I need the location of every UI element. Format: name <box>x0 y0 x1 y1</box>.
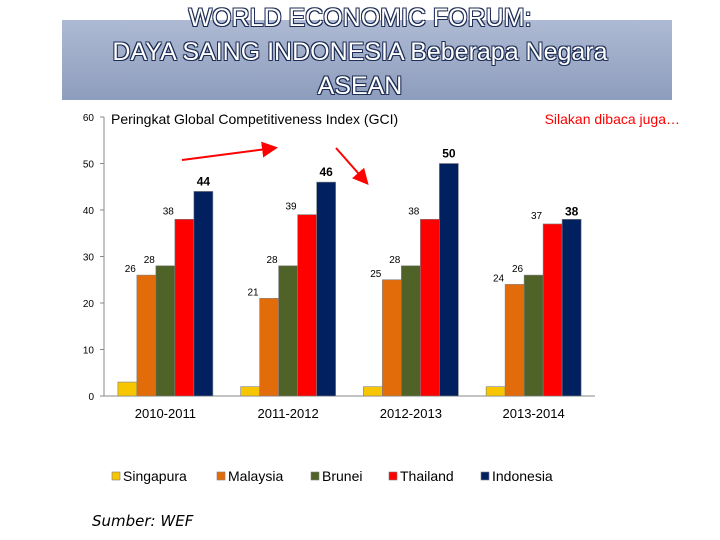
value-label-thailand: 39 <box>286 202 298 213</box>
legend-label-brunei: Brunei <box>322 468 362 484</box>
legend-swatch-brunei <box>310 471 320 481</box>
value-label-malaysia: 26 <box>125 264 137 275</box>
value-label-indonesia: 46 <box>319 165 333 179</box>
bar-indonesia-2010-2011 <box>193 191 214 397</box>
bar-malaysia-2013-2014 <box>504 284 525 397</box>
value-label-brunei: 28 <box>267 255 279 266</box>
legend-swatch-indonesia <box>480 471 490 481</box>
title-line-1: WORLD ECONOMIC FORUM: <box>188 4 532 32</box>
y-tick-label: 60 <box>83 113 95 124</box>
bar-brunei-2010-2011 <box>155 265 176 397</box>
value-label-thailand: 38 <box>408 206 420 217</box>
trend-arrow-2 <box>335 147 369 185</box>
value-label-malaysia: 21 <box>248 287 260 298</box>
bar-singapura-2013-2014 <box>485 386 506 397</box>
value-label-malaysia: 24 <box>493 273 505 284</box>
y-tick-label: 10 <box>83 346 95 357</box>
legend-label-indonesia: Indonesia <box>492 468 553 484</box>
x-tick-label: 2011-2012 <box>258 406 319 421</box>
x-tick-label: 2013-2014 <box>503 406 565 421</box>
bar-malaysia-2012-2013 <box>382 279 402 397</box>
title-banner <box>62 20 672 100</box>
bar-thailand-2011-2012 <box>297 214 317 397</box>
bar-thailand-2010-2011 <box>174 219 195 397</box>
value-label-malaysia: 25 <box>370 269 382 280</box>
legend-label-singapura: Singapura <box>123 468 187 484</box>
value-label-brunei: 26 <box>512 264 524 275</box>
title-line-3: ASEAN <box>317 72 403 100</box>
bar-malaysia-2010-2011 <box>136 274 157 397</box>
y-tick-label: 20 <box>83 299 95 310</box>
bar-indonesia-2013-2014 <box>561 219 582 397</box>
value-label-brunei: 28 <box>144 255 156 266</box>
bar-indonesia-2011-2012 <box>316 181 336 397</box>
value-label-indonesia: 38 <box>565 204 579 218</box>
bar-singapura-2011-2012 <box>240 386 260 397</box>
y-tick-label: 30 <box>83 253 95 264</box>
trend-arrow-1 <box>181 141 278 161</box>
y-tick-label: 50 <box>83 160 95 171</box>
legend-label-thailand: Thailand <box>400 468 454 484</box>
bar-singapura-2010-2011 <box>117 381 138 397</box>
bar-brunei-2011-2012 <box>278 265 298 397</box>
legend-label-malaysia: Malaysia <box>228 468 283 484</box>
chart-subtitle: Peringkat Global Competitiveness Index (… <box>111 111 398 127</box>
bar-thailand-2012-2013 <box>420 219 440 397</box>
value-label-brunei: 28 <box>389 255 401 266</box>
legend-swatch-malaysia <box>216 471 226 481</box>
legend-swatch-singapura <box>111 471 121 481</box>
legend-swatch-thailand <box>388 471 398 481</box>
source-note: Sumber: WEF <box>92 512 194 530</box>
bar-brunei-2012-2013 <box>401 265 421 397</box>
value-label-thailand: 38 <box>163 206 175 217</box>
y-tick-label: 0 <box>88 392 94 403</box>
bar-malaysia-2011-2012 <box>259 298 279 397</box>
y-tick-label: 40 <box>83 206 95 217</box>
bar-brunei-2013-2014 <box>523 274 544 397</box>
value-label-indonesia: 50 <box>442 147 456 161</box>
bar-indonesia-2012-2013 <box>439 163 459 397</box>
x-tick-label: 2012-2013 <box>380 406 442 421</box>
title-line-2: DAYA SAING INDONESIA Beberapa Negara <box>112 38 608 66</box>
value-label-thailand: 37 <box>531 211 543 222</box>
bar-singapura-2012-2013 <box>363 386 383 397</box>
x-tick-label: 2010-2011 <box>135 406 196 421</box>
bar-thailand-2013-2014 <box>542 223 563 397</box>
value-label-indonesia: 44 <box>197 174 211 188</box>
chart-note[interactable]: Silakan dibaca juga… <box>545 111 680 127</box>
